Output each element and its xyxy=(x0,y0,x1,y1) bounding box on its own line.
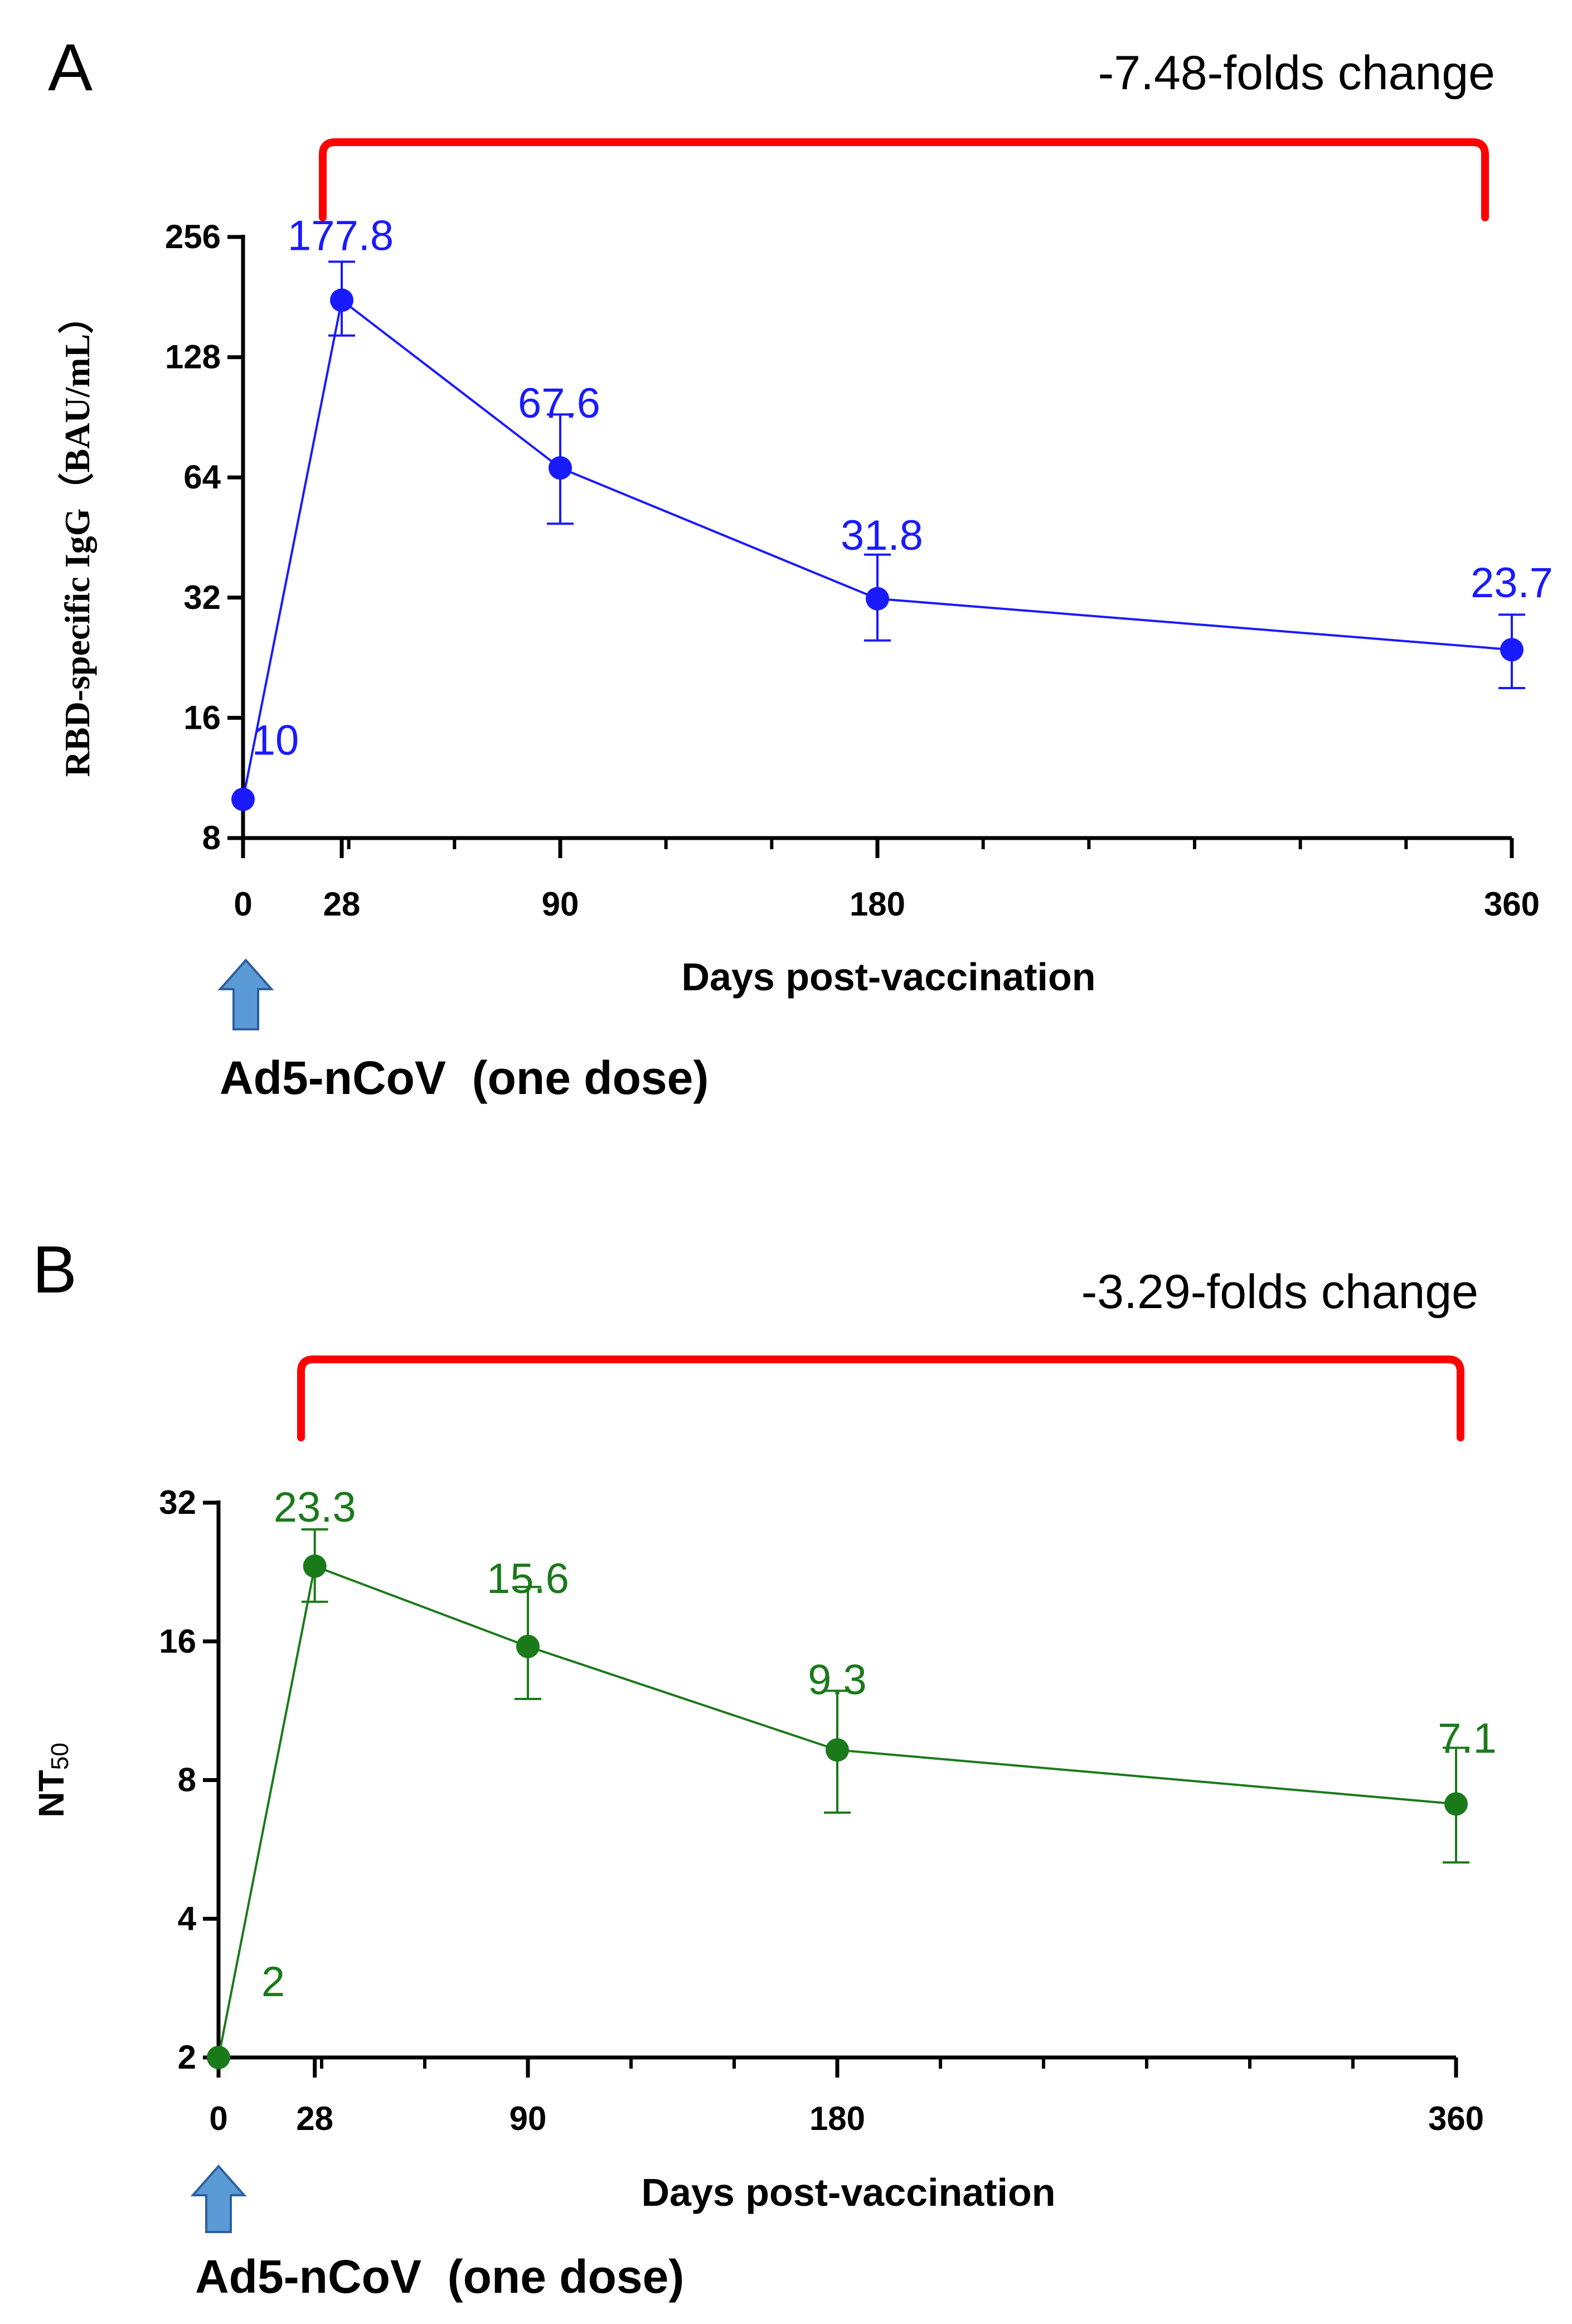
vaccination-arrow-icon xyxy=(217,958,274,1030)
y-tick-label: 8 xyxy=(202,819,221,856)
panel-a: A -7.48-folds change 8 16 32 64 128 256 0 28 90 180… xyxy=(48,30,1553,1104)
y-tick-label: 128 xyxy=(165,338,221,376)
y-tick-label: 8 xyxy=(178,1761,196,1799)
y-tick-label: 16 xyxy=(159,1623,196,1660)
data-point xyxy=(231,787,255,811)
data-point xyxy=(516,1634,540,1658)
y-axis-label: NT50 xyxy=(31,1742,74,1817)
vaccination-arrow-icon xyxy=(190,2164,247,2233)
x-tick-label: 0 xyxy=(234,885,252,923)
data-label: 31.8 xyxy=(841,512,923,559)
x-tick-label: 180 xyxy=(809,2100,865,2137)
y-tick-label: 32 xyxy=(183,579,221,616)
y-tick-label: 64 xyxy=(183,458,221,496)
vaccine-label: Ad5-nCoV (one dose) xyxy=(195,2250,684,2303)
panel-b: B -3.29-folds change 2 4 8 16 32 0 28 90 180 360 Day… xyxy=(31,1232,1497,2303)
panel-label: B xyxy=(32,1232,77,1307)
data-point xyxy=(866,587,889,611)
x-tick-label: 28 xyxy=(323,885,361,923)
data-point xyxy=(1500,638,1524,662)
y-axis-label-main: NT xyxy=(31,1770,71,1817)
data-point xyxy=(303,1554,327,1578)
data-label: 23.3 xyxy=(274,1484,356,1531)
x-tick-label: 360 xyxy=(1484,885,1540,923)
data-label: 10 xyxy=(252,717,299,764)
data-point xyxy=(330,288,354,312)
y-tick-label: 16 xyxy=(183,699,221,736)
x-tick-label: 90 xyxy=(510,2100,547,2137)
fold-change-annotation: -7.48-folds change xyxy=(1098,46,1495,100)
panel-label: A xyxy=(48,30,93,105)
y-axis-label-subscript: 50 xyxy=(46,1742,74,1770)
data-point xyxy=(549,456,572,480)
x-axis-label: Days post-vaccination xyxy=(642,2171,1056,2214)
y-tick-label: 256 xyxy=(165,218,221,255)
data-label: 23.7 xyxy=(1471,559,1553,607)
fold-change-bracket xyxy=(319,138,1489,221)
x-tick-label: 180 xyxy=(850,885,905,923)
y-tick-label: 32 xyxy=(159,1484,196,1521)
fold-change-annotation: -3.29-folds change xyxy=(1081,1265,1478,1319)
x-tick-label: 0 xyxy=(209,2100,227,2137)
fold-change-bracket xyxy=(297,1355,1464,1441)
data-label: 177.8 xyxy=(288,212,394,259)
data-point xyxy=(1444,1792,1468,1816)
x-tick-label: 360 xyxy=(1428,2100,1484,2137)
data-label: 2 xyxy=(261,1958,285,2006)
data-label: 7.1 xyxy=(1438,1715,1497,1762)
data-label: 9.3 xyxy=(808,1656,867,1703)
data-label: 15.6 xyxy=(487,1555,569,1602)
data-label: 67.6 xyxy=(518,380,600,427)
y-tick-label: 2 xyxy=(178,2039,196,2076)
x-tick-label: 28 xyxy=(296,2100,333,2137)
y-tick-label: 4 xyxy=(178,1900,197,1937)
data-point xyxy=(826,1738,849,1762)
x-axis-label: Days post-vaccination xyxy=(682,955,1096,999)
y-axis-label: RBD-specific IgG（BAU/mL） xyxy=(57,298,97,777)
data-point xyxy=(207,2046,230,2069)
vaccine-label: Ad5-nCoV (one dose) xyxy=(220,1052,709,1104)
x-tick-label: 90 xyxy=(542,885,579,923)
